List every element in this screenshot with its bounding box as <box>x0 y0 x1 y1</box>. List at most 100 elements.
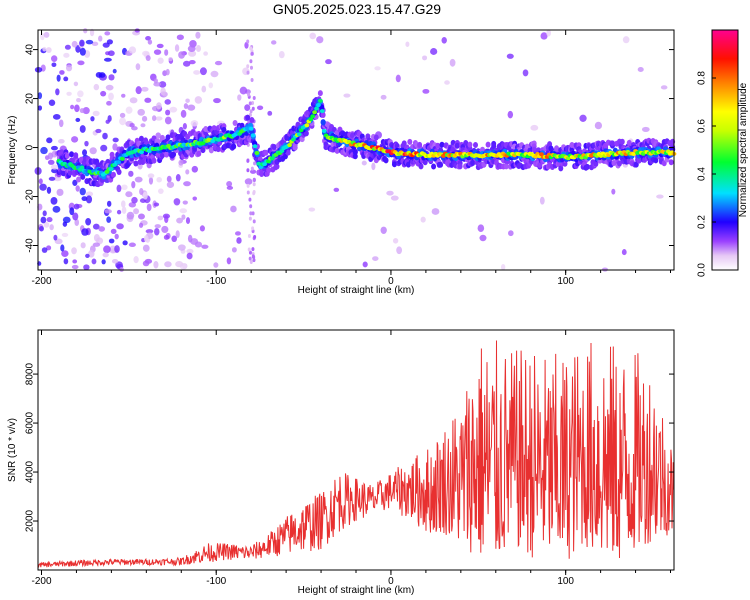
spectrogram-noise-cell <box>256 105 264 111</box>
spectrogram-noise-cell <box>395 74 401 83</box>
spectrogram-noise-cell <box>185 217 191 225</box>
spectrogram-halo-cell <box>619 138 625 145</box>
spectrogram-noise-cell <box>177 244 186 251</box>
spectrogram-noise-cell <box>143 235 149 243</box>
spectrogram-noise-cell <box>41 247 48 253</box>
spectrogram-noise-cell <box>253 235 257 240</box>
spectrogram-noise-cell <box>176 34 184 41</box>
spectrogram-noise-cell <box>48 99 56 106</box>
spectrogram-noise-cell <box>103 57 112 62</box>
snr-y-tick-label: 4000 <box>25 460 36 483</box>
spectrogram-noise-cell <box>95 71 103 78</box>
spectrogram-noise-cell <box>226 180 233 187</box>
spectrogram-noise-cell <box>60 244 65 252</box>
spectrogram-noise-cell <box>71 247 77 255</box>
spectrogram-noise-cell <box>105 84 114 91</box>
spectrogram-noise-cell <box>40 216 47 224</box>
spectrogram-noise-cell <box>81 228 89 236</box>
spectrogram-halo-cell <box>259 170 265 177</box>
spectrogram-noise-cell <box>137 108 145 116</box>
snr-series-line <box>37 340 675 568</box>
spectrogram-noise-cell <box>309 32 317 40</box>
spectrogram-noise-cell <box>48 176 56 181</box>
spectrogram-noise-cell <box>98 35 103 42</box>
spectrogram-noise-cell <box>34 66 43 73</box>
spectrogram-halo-cell <box>196 150 202 157</box>
spectrogram-noise-cell <box>145 229 154 234</box>
spectrogram-noise-cell <box>380 94 387 100</box>
spectrogram-halo-cell <box>454 142 460 149</box>
spectrogram-halo-cell <box>558 165 564 172</box>
spectrogram-noise-cell <box>186 252 193 260</box>
spectrogram-noise-cell <box>128 242 136 248</box>
spectrogram-noise-cell <box>230 205 237 213</box>
spectrogram-noise-cell <box>539 196 545 205</box>
spectrogram-noise-cell <box>145 36 152 41</box>
spectrogram-noise-cell <box>249 109 253 114</box>
spectrogram-noise-cell <box>88 249 95 258</box>
spectrogram-noise-cell <box>530 124 539 131</box>
spectrogram-noise-cell <box>164 99 172 105</box>
spectrogram-noise-cell <box>641 126 650 133</box>
spectrogram-noise-cell <box>203 51 208 56</box>
spectrogram-noise-cell <box>251 100 255 105</box>
spectrogram-noise-cell <box>178 51 185 59</box>
spectrogram-noise-cell <box>164 49 169 56</box>
spectrogram-noise-cell <box>168 57 173 62</box>
spectrogram-noise-cell <box>252 219 256 224</box>
spectrogram-noise-cell <box>175 261 184 268</box>
spectrogram-noise-cell <box>508 230 514 237</box>
spectrogram-halo-cell <box>352 149 358 156</box>
spectrogram-noise-cell <box>62 221 68 227</box>
spectrogram-noise-cell <box>108 92 114 101</box>
spectrogram-halo-cell <box>457 163 463 170</box>
spectrogram-ridge-cell <box>296 132 302 137</box>
spectrogram-y-tick-label: 0 <box>25 144 36 150</box>
spectrogram-noise-cell <box>121 93 126 98</box>
spectrogram-noise-cell <box>79 125 86 133</box>
spectrogram-noise-cell <box>182 60 191 67</box>
spectrogram-noise-cell <box>71 136 79 143</box>
spectrogram-halo-cell <box>470 160 476 167</box>
spectrogram-ridge-cell <box>287 143 293 148</box>
spectrogram-noise-cell <box>51 168 58 174</box>
colorbar-tick-label: 0.8 <box>697 71 708 85</box>
spectrogram-noise-cell <box>250 51 254 56</box>
spectrogram-noise-cell <box>135 86 142 95</box>
spectrogram-noise-cell <box>142 50 150 57</box>
colorbar-ticks: 0.0 0.2 0.4 0.6 0.8 <box>697 71 716 277</box>
spectrogram-noise-cell <box>52 205 61 213</box>
spectrogram-noise-cell <box>70 104 75 110</box>
spectrogram-ridge-cell <box>310 114 316 119</box>
spectrogram-noise-cell <box>104 209 112 214</box>
spectrogram-noise-cell <box>85 218 92 226</box>
spectrogram-ridge-cell <box>252 144 258 149</box>
spectrogram-halo-cell <box>407 138 413 145</box>
spectrogram-noise-cell <box>161 225 169 233</box>
spectrogram-noise-cell <box>50 196 58 205</box>
spectrogram-noise-cell <box>248 250 252 255</box>
spectrogram-noise-cell <box>128 170 134 177</box>
spectrogram-noise-cell <box>89 147 97 155</box>
spectrogram-halo-cell <box>95 161 101 168</box>
spectrogram-noise-cell <box>308 207 316 212</box>
spectrogram-noise-cell <box>38 178 43 185</box>
spectrogram-noise-cell <box>157 215 164 221</box>
spectrogram-noise-cell <box>165 109 171 116</box>
colorbar-tick-label: 0.0 <box>697 263 708 277</box>
spectrogram-noise-cell <box>500 263 506 271</box>
spectrogram-noise-cell <box>82 107 90 115</box>
spectrogram-y-axis: -40 -20 0 20 40 <box>25 44 674 253</box>
spectrogram-halo-cell <box>467 141 473 148</box>
spectrogram-noise-cell <box>77 90 84 98</box>
spectrogram-noise-cell <box>249 169 257 174</box>
spectrogram-halo-cell <box>133 160 139 167</box>
spectrogram-x-tick-label: 0 <box>388 276 394 287</box>
spectrogram-noise-cell <box>90 116 95 122</box>
spectrogram-noise-cell <box>249 65 253 70</box>
spectrogram-halo-cell <box>439 141 445 148</box>
spectrogram-noise-cell <box>175 174 181 182</box>
spectrogram-noise-cell <box>239 86 248 95</box>
snr-x-tick-label: 0 <box>388 576 394 587</box>
